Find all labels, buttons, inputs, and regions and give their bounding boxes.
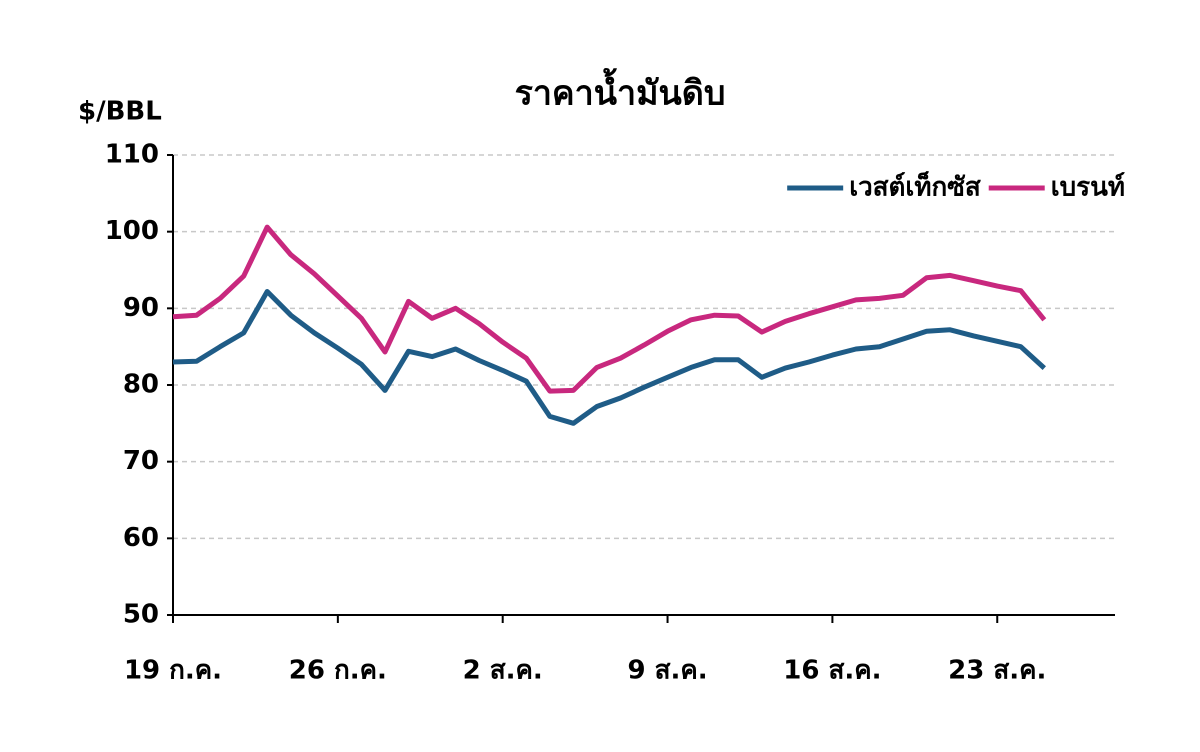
line-series — [172, 289, 1046, 426]
x-tick-label: 26 ก.ค. — [289, 656, 387, 686]
line-series — [172, 224, 1047, 394]
x-tick-label: 2 ส.ค. — [463, 656, 543, 686]
y-tick-label: 60 — [123, 523, 159, 553]
y-tick-label: 80 — [123, 370, 159, 400]
legend-label: เบรนท์ — [1051, 172, 1125, 203]
chart-title: ราคาน้ำมันดิบ — [515, 68, 726, 114]
x-tick-label: 23 ส.ค. — [948, 656, 1046, 686]
y-tick-label: 100 — [105, 216, 159, 246]
x-tick-label: 9 ส.ค. — [627, 656, 707, 686]
legend-label: เวสต์เท็กซัส — [849, 171, 981, 203]
y-tick-label: 90 — [123, 293, 159, 323]
y-tick-label: 70 — [123, 446, 159, 476]
y-tick-label: 50 — [123, 600, 159, 630]
x-tick-label: 16 ส.ค. — [783, 656, 881, 686]
y-tick-label: 110 — [105, 140, 159, 170]
y-axis-label: $/BBL — [78, 97, 162, 127]
x-tick-label: 19 ก.ค. — [124, 656, 222, 686]
